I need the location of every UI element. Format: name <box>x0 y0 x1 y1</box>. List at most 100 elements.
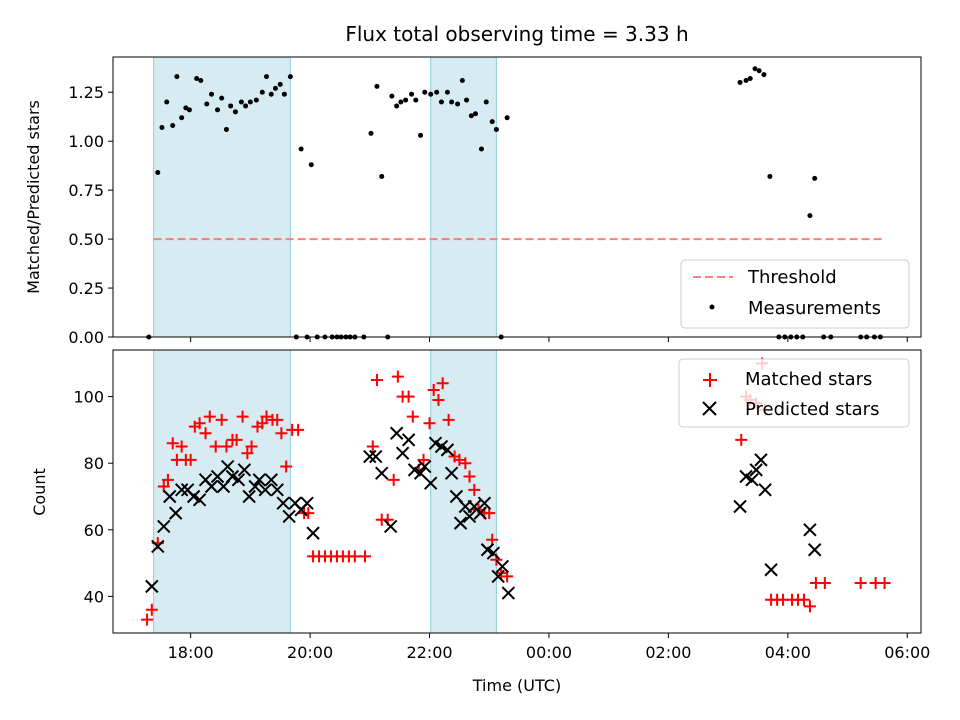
predicted-star-point <box>803 523 817 537</box>
top-x-ticks <box>190 337 908 342</box>
predicted-star-point <box>157 519 171 534</box>
bottom-y-ticks: 40 60 80 100 <box>73 388 113 606</box>
predicted-star-point <box>163 489 177 504</box>
bottom-x-tick-label: 22:00 <box>406 643 452 662</box>
x-axis-label: Time (UTC) <box>472 676 561 695</box>
predicted-star-point <box>495 559 510 574</box>
predicted-star-point <box>389 426 404 440</box>
matched-star-point <box>432 393 445 406</box>
measurement-point <box>368 130 374 136</box>
measurement-point <box>409 91 415 97</box>
predicted-star-point <box>151 539 165 554</box>
bottom-count-points <box>141 357 891 626</box>
predicted-star-point <box>306 526 320 540</box>
predicted-star-point <box>383 519 398 534</box>
matched-star-point <box>797 593 810 606</box>
predicted-star-point <box>363 449 377 464</box>
matched-star-point <box>427 383 440 396</box>
matched-star-point <box>436 377 449 390</box>
legend-matched-label: Matched stars <box>745 369 872 390</box>
bottom-x-ticks: 18:00 20:00 22:00 00:00 02:00 04:00 06:00 <box>168 633 930 662</box>
predicted-star-point <box>276 496 290 510</box>
predicted-star-point <box>745 473 759 487</box>
bottom-x-tick-label: 02:00 <box>645 643 691 662</box>
measurement-point <box>756 68 762 74</box>
matched-star-point <box>292 423 305 436</box>
top-y-axis-label: Matched/Predicted stars <box>24 100 43 294</box>
legend-matched-swatch <box>703 373 717 387</box>
matched-star-point <box>818 577 831 590</box>
predicted-star-point <box>453 516 468 530</box>
matched-star-point <box>442 413 455 426</box>
top-y-tick-label: 1.25 <box>68 83 104 102</box>
matched-star-point <box>241 447 254 460</box>
matched-star-point <box>271 413 284 426</box>
bottom-x-tick-label: 18:00 <box>168 643 214 662</box>
predicted-star-point <box>300 496 314 510</box>
legend-predicted-swatch <box>702 401 717 416</box>
measurement-point <box>459 77 465 83</box>
measurement-point <box>379 173 385 179</box>
measurement-point <box>434 89 440 95</box>
matched-star-point <box>215 413 228 426</box>
measurement-point <box>403 97 409 103</box>
measurement-point <box>752 66 758 72</box>
measurement-point <box>464 97 470 103</box>
predicted-star-point <box>807 543 822 557</box>
measurement-point <box>483 99 489 105</box>
matched-star-point <box>406 410 419 423</box>
top-axes-frame <box>112 56 922 338</box>
matched-star-point <box>166 437 179 450</box>
predicted-star-point <box>242 489 256 504</box>
matched-star-point <box>417 453 430 466</box>
measurement-point <box>263 74 269 80</box>
top-y-tick-label: 1.00 <box>68 132 104 151</box>
measurement-point <box>164 99 170 105</box>
measurement-point <box>398 99 404 105</box>
predicted-star-point <box>486 546 501 560</box>
predicted-star-point <box>413 466 428 480</box>
measurement-point <box>422 89 428 95</box>
top-y-ticks: 0.00 0.25 0.50 0.75 1.00 1.25 <box>68 83 113 347</box>
measurement-point <box>493 126 499 132</box>
measurement-point <box>186 107 192 113</box>
measurement-point <box>272 85 278 91</box>
matched-star-point <box>245 440 258 453</box>
measurement-point <box>468 113 474 119</box>
measurement-point <box>277 81 283 87</box>
predicted-star-point <box>369 449 383 464</box>
predicted-star-point <box>220 459 235 474</box>
top-panel: 0.00 0.25 0.50 0.75 1.00 1.25 Flux total obse… <box>24 22 922 347</box>
matched-star-point <box>370 373 383 386</box>
predicted-star-point <box>252 473 267 487</box>
matched-star-point <box>348 550 361 563</box>
measurement-point <box>812 175 818 181</box>
top-y-tick-label: 0.75 <box>68 181 104 200</box>
matched-star-point <box>391 370 404 383</box>
matched-star-point <box>735 433 748 446</box>
measurement-point <box>438 99 444 105</box>
matched-star-point <box>141 613 154 626</box>
measurement-point <box>478 146 484 152</box>
matched-star-point <box>193 417 206 430</box>
predicted-star-point <box>444 466 459 480</box>
predicted-star-point <box>210 469 225 484</box>
predicted-star-point <box>440 443 455 457</box>
predicted-star-point <box>423 476 438 490</box>
matched-star-point <box>209 440 222 453</box>
matched-star-point <box>387 473 400 486</box>
measurement-point <box>268 91 274 97</box>
bottom-y-axis-label: Count <box>30 468 49 516</box>
top-legend-box <box>680 259 910 329</box>
predicted-star-point <box>733 499 747 514</box>
measurement-point <box>219 95 225 101</box>
measurement-point <box>232 109 238 115</box>
predicted-star-point <box>264 473 278 487</box>
predicted-star-point <box>501 586 516 600</box>
measurement-point <box>374 83 380 89</box>
matched-star-point <box>184 453 197 466</box>
measurement-point <box>198 77 204 83</box>
top-y-tick-label: 0.00 <box>68 328 104 347</box>
predicted-star-point <box>204 479 219 494</box>
measurement-point <box>179 115 185 121</box>
